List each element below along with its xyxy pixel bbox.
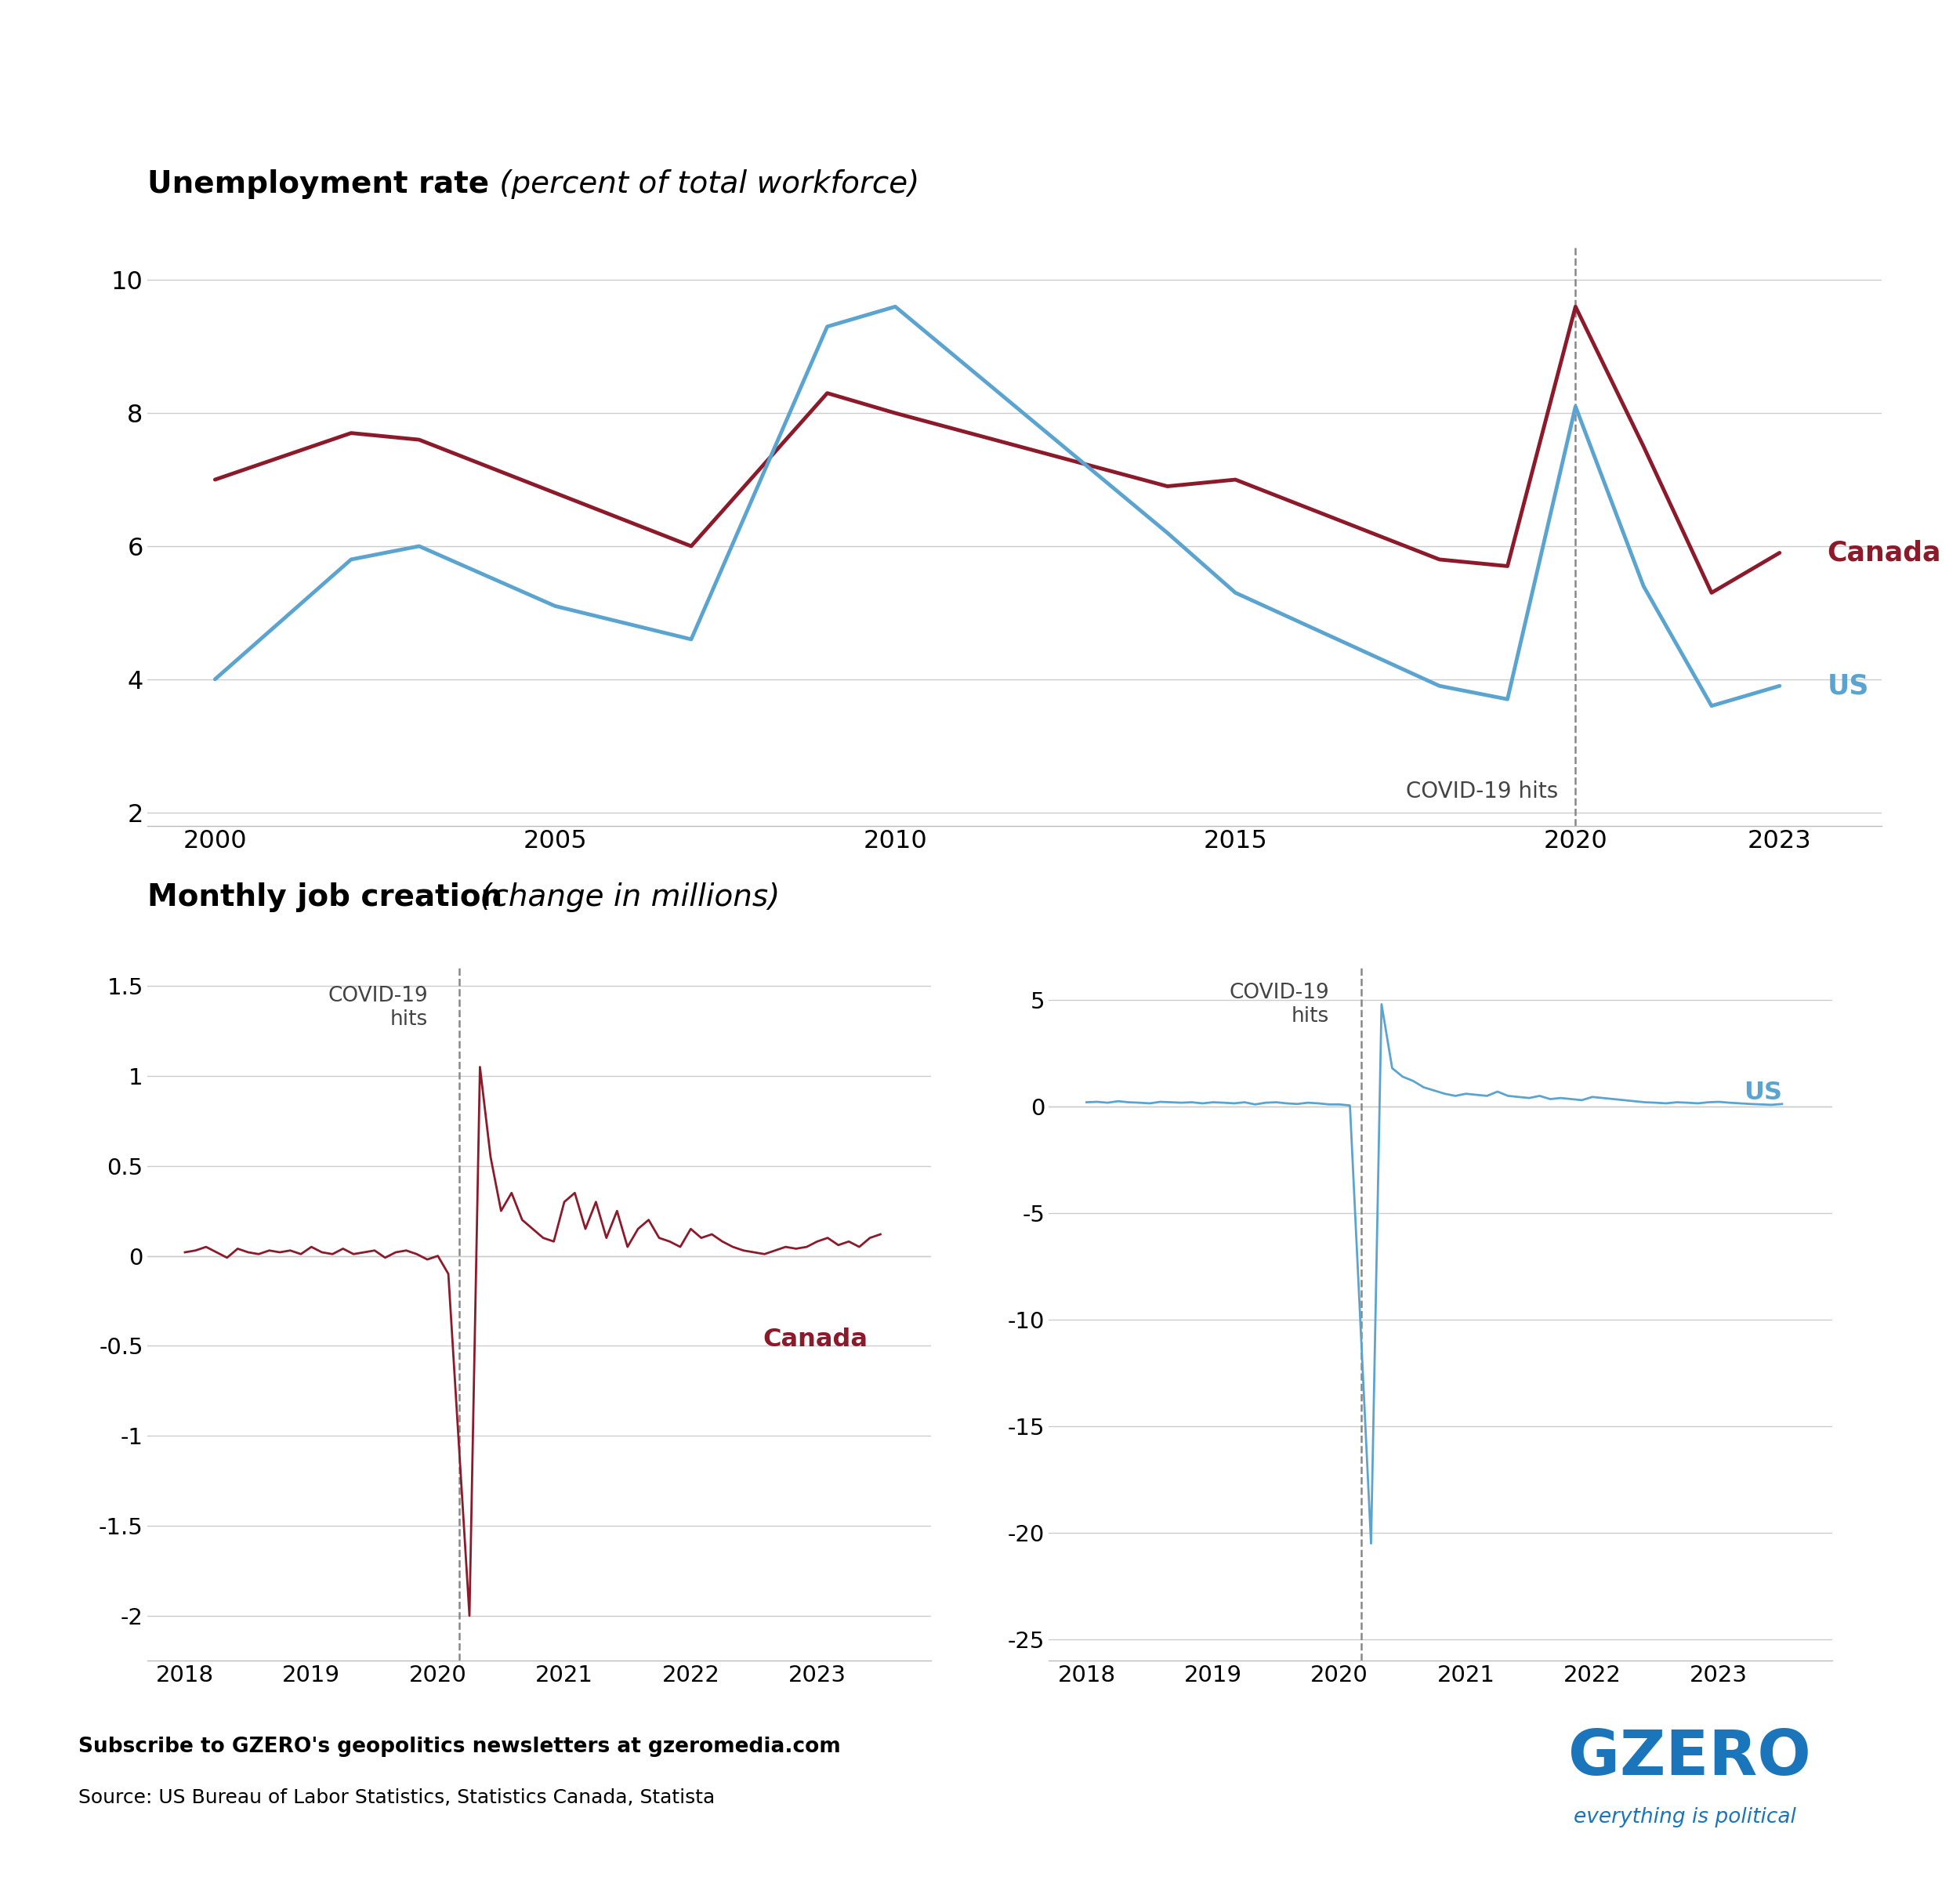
Text: Source: US Bureau of Labor Statistics, Statistics Canada, Statista: Source: US Bureau of Labor Statistics, S… bbox=[78, 1788, 715, 1807]
Text: US: US bbox=[1827, 672, 1870, 698]
Text: Canada: Canada bbox=[1827, 539, 1940, 566]
Text: Monthly job creation: Monthly job creation bbox=[147, 883, 502, 913]
Text: everything is political: everything is political bbox=[1574, 1807, 1797, 1828]
Text: Unemployment rate: Unemployment rate bbox=[147, 169, 488, 199]
Text: COVID-19
hits: COVID-19 hits bbox=[1229, 983, 1329, 1027]
Text: GZERO: GZERO bbox=[1568, 1727, 1811, 1788]
Text: Canada: Canada bbox=[762, 1329, 868, 1351]
Text: Subscribe to GZERO's geopolitics newsletters at gzeromedia.com: Subscribe to GZERO's geopolitics newslet… bbox=[78, 1737, 841, 1758]
Text: (change in millions): (change in millions) bbox=[470, 883, 780, 913]
Text: US: US bbox=[1744, 1082, 1782, 1105]
Text: US/Canada economies (mostly) in sync: US/Canada economies (mostly) in sync bbox=[55, 55, 1670, 125]
Text: (percent of total workforce): (percent of total workforce) bbox=[490, 169, 919, 199]
Text: COVID-19
hits: COVID-19 hits bbox=[327, 985, 427, 1031]
Text: COVID-19 hits: COVID-19 hits bbox=[1405, 780, 1558, 803]
